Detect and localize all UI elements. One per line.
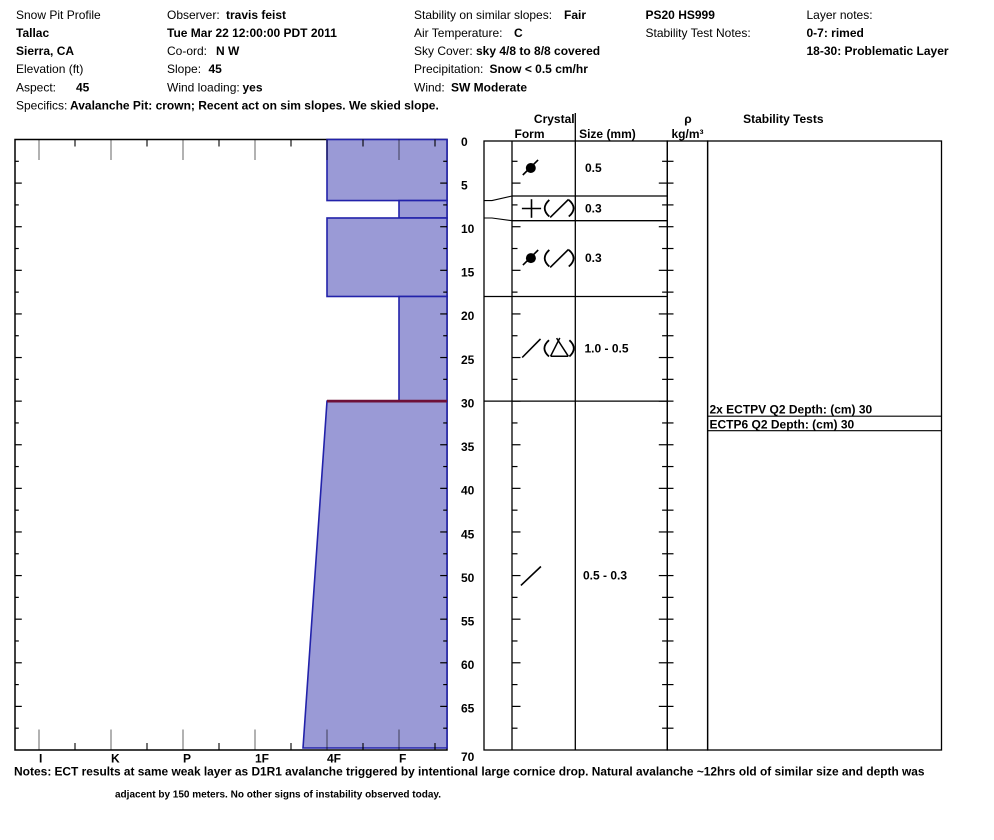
svg-text:2x ECTPV Q2 Depth: (cm) 30: 2x ECTPV Q2 Depth: (cm) 30: [710, 403, 873, 417]
svg-text:K: K: [111, 752, 120, 766]
svg-text:0.5 - 0.3: 0.5 - 0.3: [583, 569, 627, 583]
svg-text:0-7: rimed: 0-7: rimed: [807, 26, 864, 40]
svg-text:Elevation (ft): Elevation (ft): [16, 62, 83, 76]
svg-text:ECT results at same weak layer: ECT results at same weak layer as D1R1 a…: [55, 765, 925, 779]
svg-text:Stability on similar slopes:: Stability on similar slopes:: [414, 8, 552, 22]
svg-text:10: 10: [461, 222, 475, 236]
svg-text:Observer:: Observer:: [167, 8, 220, 22]
svg-text:sky 4/8 to 8/8 covered: sky 4/8 to 8/8 covered: [476, 44, 600, 58]
svg-text:55: 55: [461, 614, 475, 628]
svg-text:P: P: [183, 752, 191, 766]
svg-text:F: F: [399, 752, 406, 766]
svg-text:yes: yes: [243, 80, 263, 94]
svg-text:Tallac: Tallac: [16, 26, 49, 40]
svg-text:Fair: Fair: [564, 8, 586, 22]
svg-text:20: 20: [461, 309, 475, 323]
svg-text:18-30: Problematic Layer: 18-30: Problematic Layer: [807, 44, 949, 58]
svg-text:Size (mm): Size (mm): [579, 127, 636, 141]
svg-text:Crystal: Crystal: [534, 112, 575, 126]
svg-text:Notes:: Notes:: [14, 765, 51, 779]
svg-text:70: 70: [461, 750, 475, 764]
svg-text:SW Moderate: SW Moderate: [451, 80, 527, 94]
svg-text:15: 15: [461, 266, 475, 280]
svg-text:N W: N W: [216, 44, 240, 58]
svg-text:PS20 HS999: PS20 HS999: [646, 8, 716, 22]
svg-text:45: 45: [76, 80, 90, 94]
svg-text:Wind loading:: Wind loading:: [167, 80, 240, 94]
svg-text:30: 30: [461, 396, 475, 410]
svg-text:0.5: 0.5: [585, 161, 602, 175]
svg-text:Precipitation:: Precipitation:: [414, 62, 483, 76]
svg-text:Slope:: Slope:: [167, 62, 201, 76]
svg-text:Snow < 0.5 cm/hr: Snow < 0.5 cm/hr: [490, 62, 589, 76]
svg-text:Sky Cover:: Sky Cover:: [414, 44, 473, 58]
svg-text:Stability Test Notes:: Stability Test Notes:: [646, 26, 751, 40]
svg-text:Stability Tests: Stability Tests: [743, 112, 824, 126]
svg-text:travis feist: travis feist: [226, 8, 286, 22]
svg-text:I: I: [39, 752, 42, 766]
svg-text:0: 0: [461, 135, 468, 149]
svg-text:0.3: 0.3: [585, 251, 602, 265]
svg-text:kg/m³: kg/m³: [671, 127, 703, 141]
svg-text:Wind:: Wind:: [414, 80, 445, 94]
svg-text:Form: Form: [515, 127, 545, 141]
svg-text:5: 5: [461, 178, 468, 192]
svg-text:Aspect:: Aspect:: [16, 80, 56, 94]
svg-text:50: 50: [461, 571, 475, 585]
svg-text:0.3: 0.3: [585, 201, 602, 215]
svg-text:ρ: ρ: [684, 112, 691, 126]
svg-text:Sierra, CA: Sierra, CA: [16, 44, 74, 58]
svg-text:Snow Pit Profile: Snow Pit Profile: [16, 8, 101, 22]
svg-text:Air Temperature:: Air Temperature:: [414, 26, 502, 40]
svg-text:Avalanche Pit: crown; Recent a: Avalanche Pit: crown; Recent act on sim …: [70, 98, 439, 112]
svg-text:60: 60: [461, 658, 475, 672]
svg-text:Co-ord:: Co-ord:: [167, 44, 207, 58]
svg-text:1F: 1F: [255, 752, 269, 766]
svg-text:45: 45: [209, 62, 223, 76]
svg-text:Specifics:: Specifics:: [16, 98, 67, 112]
svg-text:Tue Mar 22 12:00:00 PDT 2011: Tue Mar 22 12:00:00 PDT 2011: [167, 26, 337, 40]
svg-text:35: 35: [461, 440, 475, 454]
svg-text:Layer notes:: Layer notes:: [807, 8, 873, 22]
svg-text:adjacent by 150 meters. No oth: adjacent by 150 meters. No other signs o…: [115, 790, 441, 801]
svg-text:65: 65: [461, 702, 475, 716]
svg-text:40: 40: [461, 484, 475, 498]
svg-text:25: 25: [461, 353, 475, 367]
svg-text:45: 45: [461, 527, 475, 541]
svg-text:C: C: [514, 26, 523, 40]
svg-text:ECTP6 Q2 Depth: (cm) 30: ECTP6 Q2 Depth: (cm) 30: [710, 418, 855, 432]
svg-text:1.0 - 0.5: 1.0 - 0.5: [585, 342, 629, 356]
svg-text:4F: 4F: [327, 752, 341, 766]
